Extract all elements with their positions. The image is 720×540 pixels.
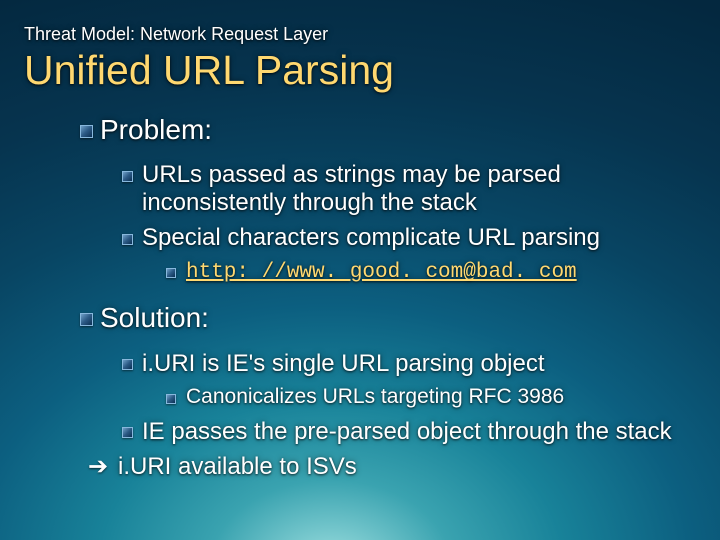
problem-item-2: Special characters complicate URL parsin… — [118, 224, 696, 251]
solution-canon-list: Canonicalizes URLs targeting RFC 3986 — [162, 385, 696, 410]
solution-iuri: i.URI is IE's single URL parsing object — [118, 350, 696, 377]
problem-item-1: URLs passed as strings may be parsed inc… — [118, 161, 696, 216]
pretitle: Threat Model: Network Request Layer — [24, 24, 696, 45]
example-url-link[interactable]: http: //www. good. com@bad. com — [186, 261, 577, 284]
solution-heading: Solution: — [76, 302, 696, 333]
slide-root: Threat Model: Network Request Layer Unif… — [0, 0, 720, 540]
problem-heading-list: Problem: — [76, 114, 696, 145]
solution-isv: i.URI available to ISVs — [88, 453, 696, 480]
problem-items-list: URLs passed as strings may be parsed inc… — [118, 161, 696, 251]
solution-passes: IE passes the pre-parsed object through … — [118, 418, 696, 445]
solution-heading-list: Solution: — [76, 302, 696, 333]
problem-heading: Problem: — [76, 114, 696, 145]
slide-title: Unified URL Parsing — [24, 47, 696, 94]
solution-canon: Canonicalizes URLs targeting RFC 3986 — [162, 385, 696, 410]
solution-first-list: i.URI is IE's single URL parsing object — [118, 350, 696, 377]
problem-example-list: http: //www. good. com@bad. com — [162, 259, 696, 286]
problem-example: http: //www. good. com@bad. com — [162, 259, 696, 286]
solution-passes-list: IE passes the pre-parsed object through … — [118, 418, 696, 445]
